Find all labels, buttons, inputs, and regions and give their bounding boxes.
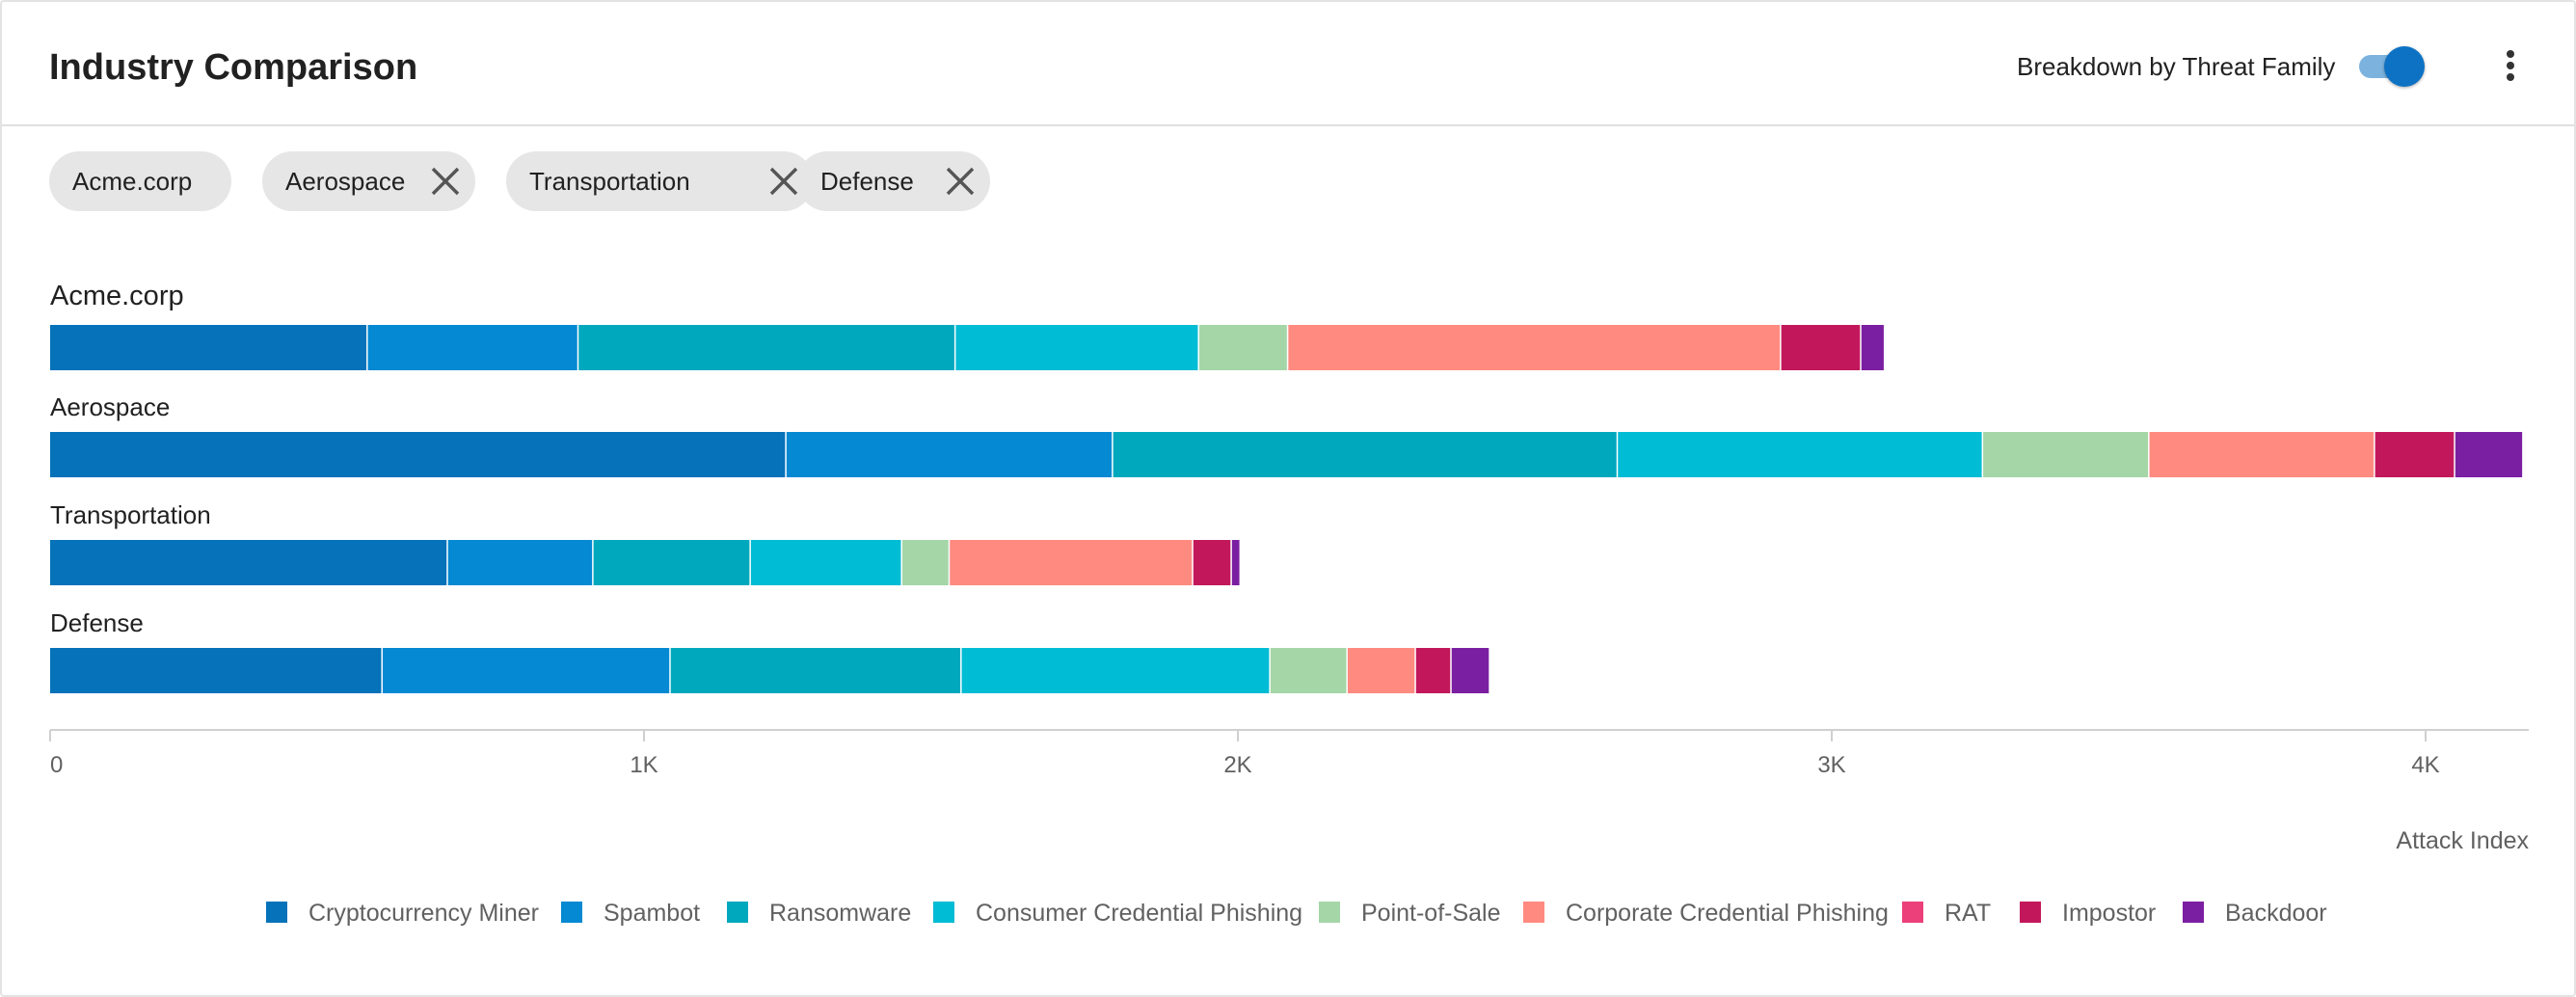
breakdown-toggle-label: Breakdown by Threat Family — [2017, 52, 2336, 81]
more-dot — [2507, 62, 2514, 69]
bar-segment — [1113, 432, 1617, 477]
breakdown-toggle[interactable] — [2357, 46, 2425, 87]
bar-segment — [1288, 325, 1781, 370]
bar-segment — [961, 648, 1270, 693]
bar-segment — [1198, 325, 1287, 370]
chip-acme-corp[interactable]: Acme.corp — [49, 151, 231, 211]
bar-segment — [750, 540, 901, 585]
bar-segment — [382, 648, 670, 693]
bar-segment — [2455, 432, 2523, 477]
chip-label: Defense — [820, 167, 914, 196]
bar-segment — [1231, 540, 1240, 585]
category-label: Aerospace — [50, 392, 170, 421]
x-tick-label: 3K — [1817, 752, 1845, 778]
bar-segment — [1781, 325, 1861, 370]
bar-segment — [50, 432, 786, 477]
x-axis-label: Attack Index — [2396, 827, 2529, 854]
chip-aerospace[interactable]: Aerospace — [262, 151, 475, 211]
more-options-icon[interactable] — [2497, 44, 2524, 87]
bar-segment — [1347, 648, 1415, 693]
card-title: Industry Comparison — [49, 47, 418, 88]
bar-segment — [593, 540, 750, 585]
bar-segment — [367, 325, 577, 370]
bar-segment — [670, 648, 961, 693]
category-label: Acme.corp — [50, 281, 184, 311]
bar-segment — [1193, 540, 1231, 585]
bar-segment — [50, 325, 367, 370]
bar-segment — [1451, 648, 1489, 693]
bar-segment — [786, 432, 1113, 477]
card-header: Industry Comparison Breakdown by Threat … — [2, 2, 2574, 126]
x-tick-label: 4K — [2411, 752, 2439, 778]
legend-label: Cryptocurrency Miner — [309, 900, 539, 927]
bar-segment — [1618, 432, 1982, 477]
bar-segment — [901, 540, 949, 585]
close-icon[interactable] — [430, 166, 461, 197]
chip-label: Aerospace — [285, 167, 406, 196]
x-tick-label: 2K — [1223, 752, 1251, 778]
legend-swatch — [727, 902, 748, 923]
legend-label: Consumer Credential Phishing — [976, 900, 1303, 927]
close-icon[interactable] — [768, 166, 799, 197]
bar-segment — [1861, 325, 1884, 370]
legend-label: Ransomware — [769, 900, 912, 927]
legend-swatch — [1319, 902, 1340, 923]
legend-swatch — [266, 902, 287, 923]
close-icon[interactable] — [945, 166, 976, 197]
bar-segment — [1270, 648, 1347, 693]
legend-label: Spambot — [604, 900, 701, 927]
bar-segment — [1415, 648, 1451, 693]
chip-label: Transportation — [529, 167, 690, 196]
legend-swatch — [2020, 902, 2041, 923]
legend-swatch — [1902, 902, 1923, 923]
chip-label: Acme.corp — [72, 167, 193, 196]
bar-segment — [2149, 432, 2375, 477]
bar-segment — [447, 540, 593, 585]
x-tick-label: 1K — [630, 752, 657, 778]
stacked-bar-chart: Acme.corp Aerospace Transportation Defense 0… — [49, 281, 2529, 854]
category-label: Defense — [50, 608, 144, 637]
legend-label: Corporate Credential Phishing — [1566, 900, 1889, 927]
legend-label: Point-of-Sale — [1361, 900, 1501, 927]
bar-segment — [50, 648, 382, 693]
chip-defense[interactable]: Defense — [797, 151, 990, 211]
category-label: Transportation — [50, 500, 211, 529]
x-tick-label: 0 — [50, 752, 63, 778]
bar-segment — [578, 325, 954, 370]
bar-segment — [2375, 432, 2455, 477]
toggle-thumb — [2384, 46, 2425, 87]
more-dot — [2507, 50, 2514, 58]
more-dot — [2507, 73, 2514, 81]
bar-segment — [955, 325, 1198, 370]
bar-segment — [50, 540, 447, 585]
legend-swatch — [561, 902, 582, 923]
legend-label: Backdoor — [2225, 900, 2327, 927]
legend-swatch — [2183, 902, 2204, 923]
legend-label: Impostor — [2062, 900, 2157, 927]
legend-label: RAT — [1945, 900, 1992, 927]
bar-segment — [1983, 432, 2149, 477]
legend-swatch — [1523, 902, 1544, 923]
legend-swatch — [933, 902, 954, 923]
bar-segment — [950, 540, 1193, 585]
chip-transportation[interactable]: Transportation — [506, 151, 814, 211]
